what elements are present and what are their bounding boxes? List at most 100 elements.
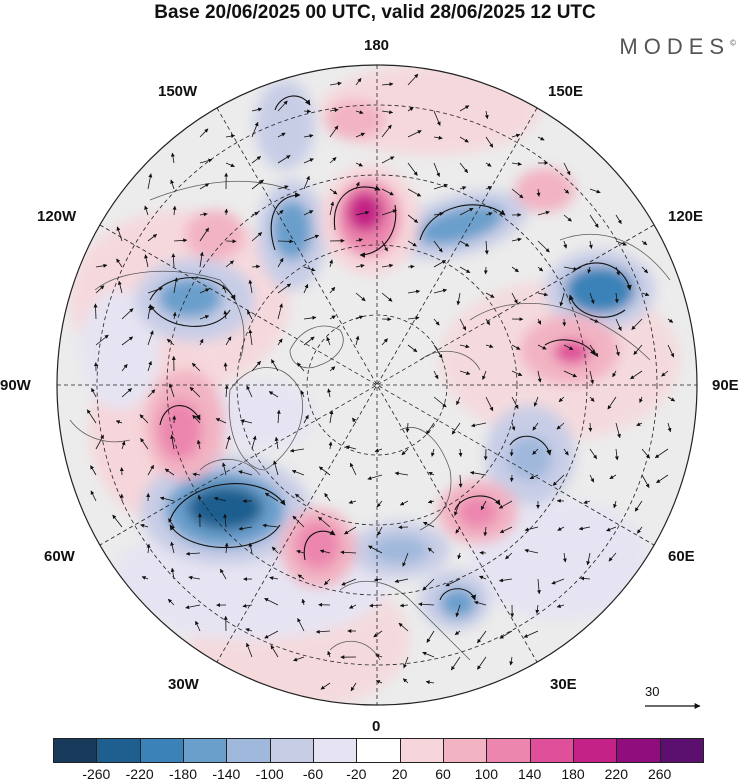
wind-arrow <box>480 500 487 511</box>
wind-arrow <box>121 388 132 398</box>
wind-arrow <box>589 396 595 402</box>
wind-arrow <box>326 336 331 346</box>
wind-arrow <box>246 385 253 398</box>
wind-arrow <box>511 396 519 410</box>
wind-arrow <box>563 162 571 176</box>
wind-arrow <box>536 188 541 197</box>
wind-arrow <box>551 578 565 585</box>
wind-arrow <box>428 471 435 476</box>
wind-arrow <box>329 201 335 216</box>
wind-arrow <box>355 110 364 115</box>
wind-arrow <box>615 422 621 439</box>
wind-arrow <box>589 292 595 304</box>
wind-arrow <box>185 604 201 610</box>
wind-arrow <box>121 440 126 450</box>
wind-arrow <box>213 496 227 502</box>
colorbar-tick-label: -260 <box>82 766 111 782</box>
wind-arrow <box>373 577 383 582</box>
wind-arrow <box>537 344 547 350</box>
wind-arrow <box>557 526 565 531</box>
wind-arrow <box>292 515 305 528</box>
wind-arrow <box>433 318 440 326</box>
wind-arrow <box>433 396 447 408</box>
wind-arrow <box>402 678 409 684</box>
wind-arrow <box>225 336 232 346</box>
wind-arrow-field <box>86 73 676 692</box>
wind-arrow <box>615 266 620 276</box>
wind-arrow <box>433 135 443 140</box>
wind-arrow <box>318 516 331 528</box>
wind-arrow <box>485 186 493 190</box>
wind-arrow <box>215 418 227 424</box>
wind-arrow <box>199 338 204 346</box>
wind-arrow <box>456 396 461 406</box>
wind-arrow <box>589 214 599 228</box>
wind-arrow <box>251 361 261 372</box>
colorbar-tick-label: -100 <box>255 766 284 782</box>
lon-label-120e: 120E <box>668 208 704 225</box>
wind-arrow <box>641 448 651 459</box>
wind-arrow <box>144 205 149 216</box>
wind-arrow <box>588 422 593 432</box>
wind-arrow <box>455 526 461 534</box>
wind-arrow <box>589 188 601 194</box>
wind-arrow <box>636 526 643 534</box>
wind-arrow <box>147 360 152 372</box>
wind-arrow <box>242 603 253 608</box>
wind-arrow <box>433 370 439 380</box>
wind-arrow <box>381 82 394 87</box>
wind-arrow <box>459 344 470 349</box>
wind-arrow <box>147 233 158 242</box>
wind-arrow <box>614 292 619 304</box>
wind-arrow <box>509 474 514 482</box>
wind-arrow <box>303 175 310 190</box>
wind-arrow <box>606 526 617 532</box>
wind-arrow <box>407 316 420 321</box>
wind-arrow <box>185 551 201 556</box>
wind-arrow <box>562 318 567 327</box>
wind-arrow <box>277 155 291 164</box>
colorbar-tick-label: -220 <box>125 766 154 782</box>
wind-arrow <box>352 417 357 424</box>
wind-arrow <box>247 310 253 320</box>
colorbar-tick-label: 140 <box>517 766 542 782</box>
wind-arrow <box>654 448 669 459</box>
wind-arrow <box>369 603 383 608</box>
wind-arrow <box>95 263 108 268</box>
wind-arrow <box>324 492 331 502</box>
wind-arrow <box>607 396 617 410</box>
wind-arrow <box>425 422 435 435</box>
wind-arrow <box>381 156 395 164</box>
lon-label-0: 0 <box>372 718 381 735</box>
wind-arrow <box>262 523 279 528</box>
wind-arrow <box>291 469 305 476</box>
lon-label-30w: 30W <box>168 676 199 693</box>
wind-arrow <box>95 434 104 450</box>
wind-arrow <box>225 134 236 139</box>
wind-arrow <box>485 212 493 216</box>
wind-arrow <box>345 445 357 450</box>
wind-arrow <box>639 396 643 403</box>
wind-arrow <box>315 629 331 634</box>
wind-arrow <box>537 136 545 141</box>
wind-arrow <box>192 472 201 477</box>
wind-arrow <box>224 208 229 216</box>
wind-arrow <box>170 434 175 450</box>
wind-arrow <box>394 578 409 583</box>
wind-arrow <box>563 370 577 378</box>
wind-arrow <box>173 238 188 243</box>
wind-arrow <box>589 448 598 460</box>
wind-arrow <box>324 578 331 586</box>
wind-arrow <box>141 576 149 580</box>
wind-arrow <box>509 448 514 457</box>
colorbar <box>53 738 704 763</box>
wind-arrow <box>251 232 263 242</box>
wind-arrow <box>484 110 489 120</box>
wind-arrow <box>248 542 253 554</box>
colorbar-tick-label: -60 <box>302 766 324 782</box>
wind-arrow <box>375 680 383 684</box>
wind-arrow <box>563 188 570 194</box>
wind-arrow <box>454 630 461 636</box>
wind-arrow <box>661 370 669 377</box>
wind-arrow <box>403 656 409 669</box>
